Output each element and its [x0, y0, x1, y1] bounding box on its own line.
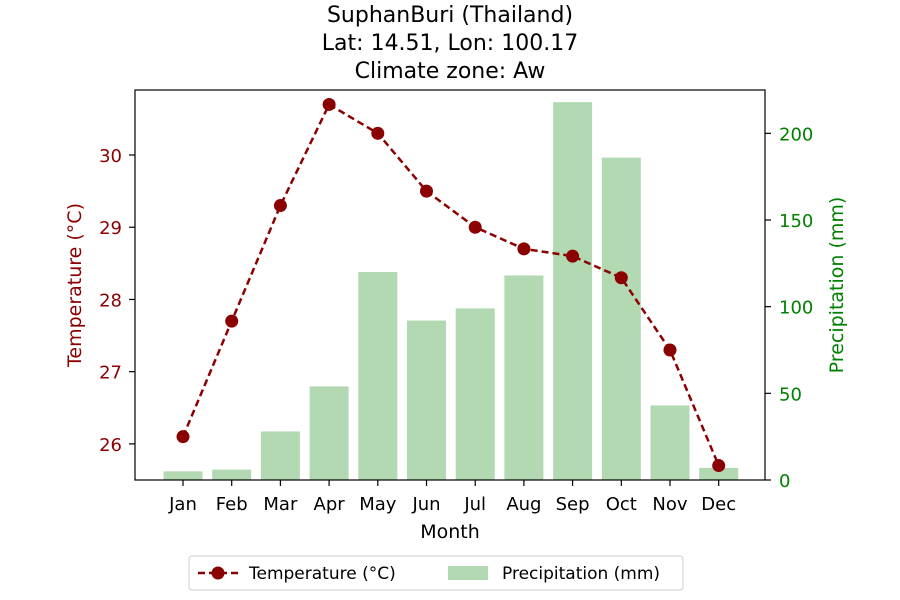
precipitation-bar-jun [407, 320, 446, 480]
x-tick-label: Nov [652, 494, 687, 515]
left-tick-label: 29 [99, 218, 122, 239]
x-tick-label: Jan [168, 494, 197, 515]
left-axis-ticks: 26 27 28 29 30 [99, 146, 135, 456]
left-axis-label: Temperature (°C) [64, 203, 86, 368]
temperature-point-dec [712, 459, 726, 473]
x-tick-label: Jul [463, 494, 486, 515]
right-tick-label: 50 [779, 384, 802, 405]
precipitation-bar-sep [553, 102, 593, 480]
precipitation-bar-feb [212, 469, 252, 480]
x-tick-label: Feb [216, 494, 248, 515]
x-tick-label: Dec [701, 494, 736, 515]
legend-frame [188, 555, 684, 591]
x-tick-label: Mar [263, 494, 298, 515]
x-axis-label: Month [420, 521, 480, 543]
x-tick-label: Sep [556, 494, 590, 515]
temperature-point-oct [614, 271, 628, 285]
legend-precipitation-swatch [448, 566, 488, 580]
temperature-point-jun [420, 184, 433, 198]
precipitation-bar-may [358, 272, 398, 480]
chart-title-line-1: SuphanBuri (Thailand) [327, 3, 573, 28]
temperature-point-may [371, 126, 385, 140]
precipitation-bar-oct [601, 157, 641, 480]
temperature-point-nov [663, 343, 677, 357]
right-tick-label: 200 [779, 124, 813, 145]
temperature-line [181, 102, 720, 467]
x-tick-label: Aug [506, 494, 541, 515]
precipitation-bar-nov [650, 405, 690, 480]
precipitation-bar-dec [699, 467, 739, 480]
precipitation-bar-mar [260, 431, 300, 480]
plot-frame [134, 89, 766, 481]
temperature-point-jan [176, 430, 190, 444]
temperature-series-line [181, 102, 720, 467]
precipitation-bar-jul [455, 308, 495, 480]
left-tick-label: 27 [99, 363, 122, 384]
right-tick-label: 100 [779, 298, 813, 319]
precipitation-bars [163, 102, 739, 480]
precipitation-bar-aug [504, 275, 544, 480]
temperature-point-feb [225, 314, 239, 328]
legend: Temperature (°C) Precipitation (mm) [188, 555, 684, 591]
left-tick-label: 26 [99, 435, 122, 456]
right-axis-ticks: 0 50 100 150 200 [765, 124, 813, 492]
chart-title-line-3: Climate zone: Aw [355, 59, 546, 84]
chart-title-line-2: Lat: 14.51, Lon: 100.17 [322, 31, 578, 56]
x-tick-label: May [359, 494, 397, 515]
temperature-points [176, 97, 726, 473]
temperature-point-apr [322, 97, 336, 111]
temperature-point-jul [468, 220, 482, 234]
precipitation-bar-jan [163, 471, 203, 480]
x-tick-label: Jun [411, 494, 440, 515]
legend-temperature-marker-dot [211, 566, 225, 580]
right-tick-label: 0 [779, 471, 790, 492]
x-tick-label: Apr [314, 494, 346, 515]
legend-temperature-label: Temperature (°C) [248, 564, 396, 584]
x-tick-label: Oct [606, 494, 637, 515]
temperature-point-aug [517, 242, 531, 256]
left-tick-label: 28 [99, 290, 122, 311]
precipitation-bar-apr [309, 386, 349, 480]
x-axis-ticks: Jan Feb Mar Apr May Jun Jul Aug Sep Oct Nov Dec [168, 480, 736, 515]
left-tick-label: 30 [99, 146, 122, 167]
legend-precipitation-label: Precipitation (mm) [502, 564, 660, 584]
temperature-point-mar [273, 199, 287, 213]
temperature-point-sep [566, 249, 580, 263]
right-tick-label: 150 [779, 211, 813, 232]
right-axis-label: Precipitation (mm) [826, 197, 848, 374]
